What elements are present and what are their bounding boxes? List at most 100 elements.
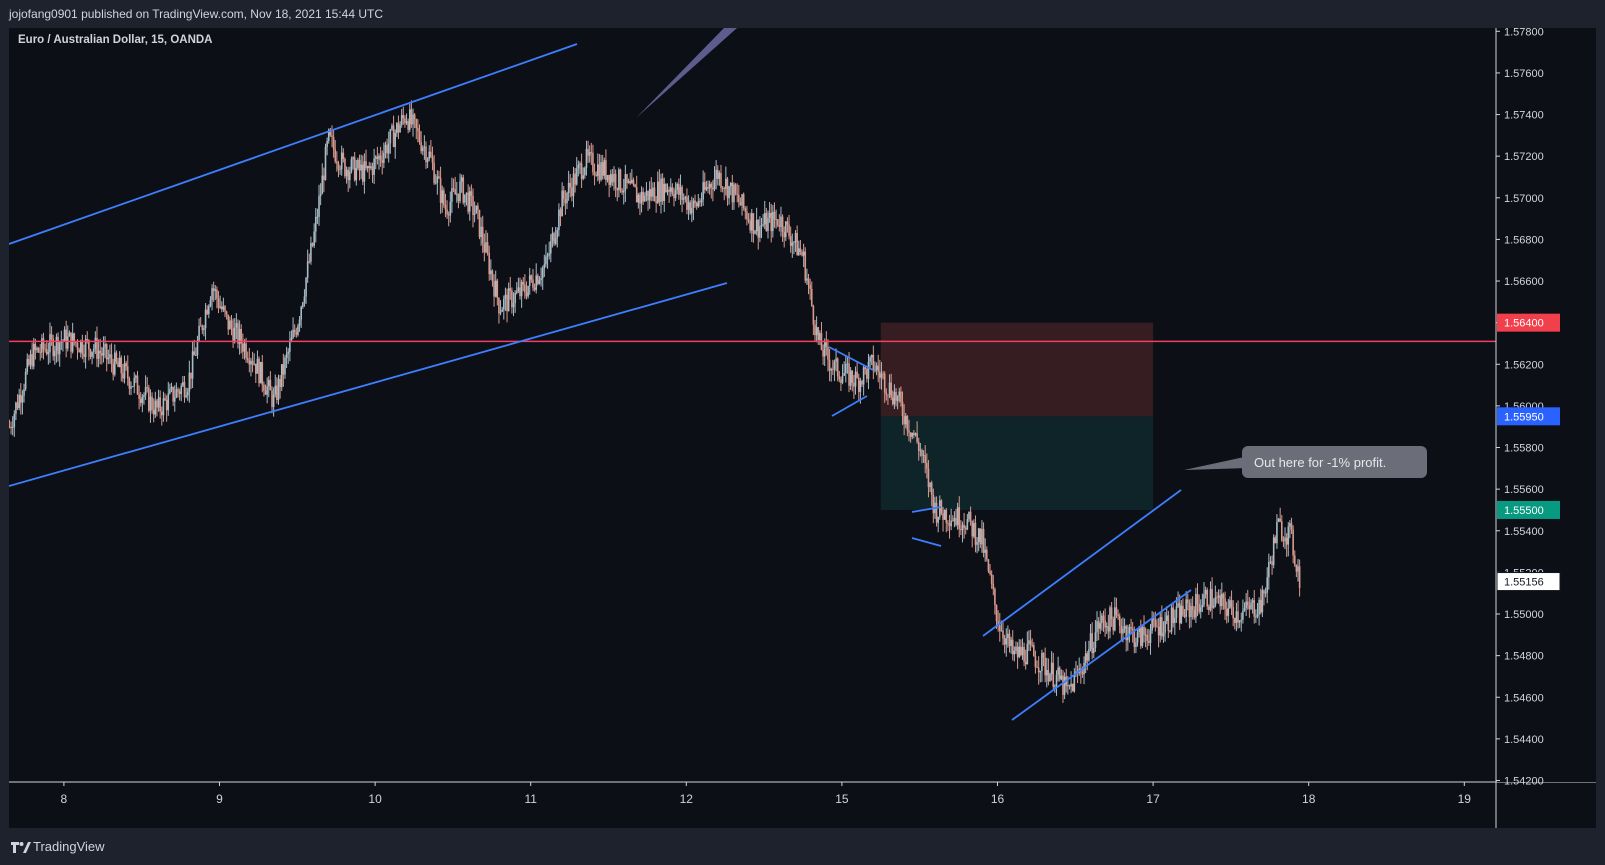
candle-body [387,143,390,154]
candle-body [752,213,755,234]
candle-body [154,400,157,415]
candle-body [844,364,847,374]
candle-body [744,208,747,212]
candle-body [36,348,38,351]
candle-body [1146,634,1149,641]
candle-body [347,169,349,181]
candle-body [715,169,717,179]
candle-body [240,328,243,344]
candle-body [467,192,469,212]
symbol-title[interactable]: Euro / Australian Dollar, 15, OANDA [18,34,213,46]
candle-body [674,189,677,199]
candle-body [538,280,541,284]
candle-body [703,182,706,190]
footer-brand[interactable]: TradingView [33,839,105,854]
candle-body [689,202,691,214]
target-price-badge[interactable] [1497,500,1560,519]
candle-body [402,115,405,119]
candle-body [843,373,845,376]
candle-body [1015,646,1017,651]
candle-body [723,188,726,190]
stop-price-badge[interactable] [1497,313,1560,332]
candle-body [883,373,886,393]
candle-body [1024,661,1027,665]
candle-body [862,367,865,385]
candle-body [901,401,904,417]
candle-body [525,292,528,297]
candle-body [1110,607,1113,619]
candle-body [592,152,594,173]
candle-body [277,378,280,400]
candle-body [91,351,93,357]
arrow-drawing[interactable] [636,28,737,118]
candle-body [802,251,805,256]
candle-body [327,129,330,142]
candle-body [762,224,764,226]
candle-body [981,528,983,545]
drawings-layer: Out here for -1% profit. [9,28,1496,721]
candle-body [678,184,680,195]
flag-upper-line[interactable] [828,346,874,371]
candle-body [188,372,191,392]
candle-body [867,361,870,379]
rising-channel-upper-line[interactable] [982,489,1182,637]
candle-body [68,332,71,337]
candle-body [1089,633,1092,649]
candle-body [812,305,815,325]
stop-loss-zone[interactable] [880,322,1154,417]
candle-body [204,309,207,329]
candle-body [1000,630,1003,632]
last-price-badge[interactable] [1496,572,1561,592]
candle-body [434,182,437,184]
tradingview-logo-icon[interactable] [10,840,32,854]
candle-body [342,152,345,159]
candle-body [237,323,239,344]
candle-body [647,190,649,201]
price-tick-label: 1.55800 [1504,443,1544,455]
chart-canvas[interactable]: Out here for -1% profit. 1.578001.576001… [9,28,1596,828]
candle-body [459,181,461,202]
candle-body [355,167,358,181]
chart-pane[interactable] [9,28,1596,828]
channel-lower-line[interactable] [9,282,728,487]
candle-body [789,236,792,246]
candle-body [370,166,372,169]
candle-body [984,549,986,553]
rising-channel-lower-line[interactable] [1011,589,1192,721]
candle-body [1031,644,1033,646]
candle-body [577,164,580,169]
candle-body [974,522,977,545]
candle-body [916,433,918,442]
candle-body [340,152,343,170]
candle-body [875,365,878,370]
candle-body [930,482,933,495]
candle-body [569,182,572,188]
callout-box[interactable] [1242,446,1427,478]
candle-body [1149,630,1152,643]
candle-body [619,169,622,191]
flag-lower-line[interactable] [831,395,868,417]
candle-body [339,169,341,171]
flag2-lower-line[interactable] [911,537,942,547]
channel-upper-line[interactable] [9,43,578,245]
time-tick-label: 11 [524,792,537,806]
candle-body [412,114,414,125]
candle-body [1034,656,1037,667]
candle-body [439,178,442,203]
candle-body [1191,606,1194,610]
candle-body [438,176,440,179]
flag2-upper-line[interactable] [911,506,942,513]
entry-price-badge[interactable] [1497,407,1560,426]
candle-body [1175,606,1178,618]
candle-body [1114,607,1116,631]
price-tick-label: 1.55600 [1504,484,1544,496]
candle-body [1136,632,1139,643]
candle-body [49,334,51,353]
candle-body [543,264,546,269]
candle-body [1186,599,1189,603]
candle-body [66,336,69,349]
candle-body [55,336,58,351]
candle-body [520,282,523,297]
candle-body [186,391,189,396]
candle-body [413,114,416,120]
